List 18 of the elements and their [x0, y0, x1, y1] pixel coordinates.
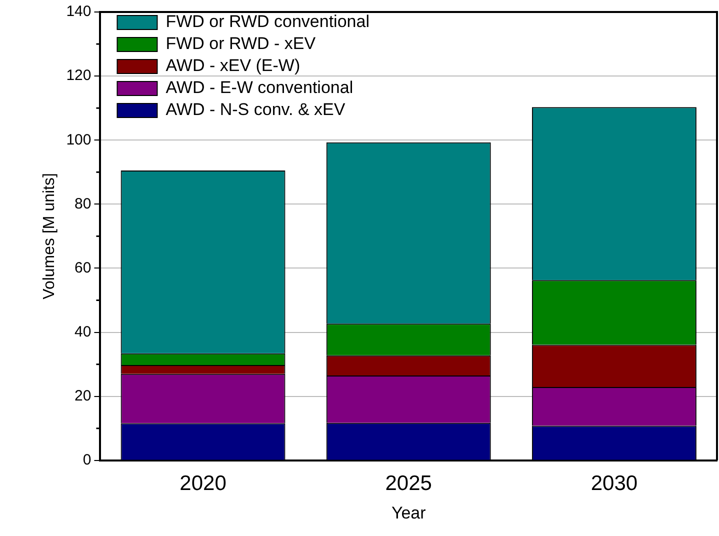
x-tick-label: 2020	[180, 472, 226, 495]
x-tick-label: 2030	[590, 472, 638, 495]
y-tick-label: 80	[74, 195, 92, 212]
y-tick-label: 100	[66, 131, 92, 148]
legend-label: AWD - xEV (E-W)	[166, 56, 300, 76]
legend-label: AWD - E-W conventional	[166, 78, 354, 98]
y-tick-label: 40	[74, 323, 92, 340]
y-tick-label: 140	[66, 3, 92, 20]
x-tick-label: 2025	[385, 472, 432, 495]
legend-label: FWD or RWD - xEV	[166, 34, 316, 54]
y-tick-label: 120	[66, 67, 92, 84]
y-axis-title: Volumes [M units]	[41, 173, 58, 300]
y-tick-label: 20	[74, 387, 92, 404]
legend-label: FWD or RWD conventional	[166, 12, 370, 32]
y-tick-label: 60	[74, 259, 92, 276]
y-tick-label: 0	[82, 452, 92, 469]
x-axis-title: Year	[391, 503, 426, 522]
legend-label: AWD - N-S conv. & xEV	[166, 100, 346, 120]
